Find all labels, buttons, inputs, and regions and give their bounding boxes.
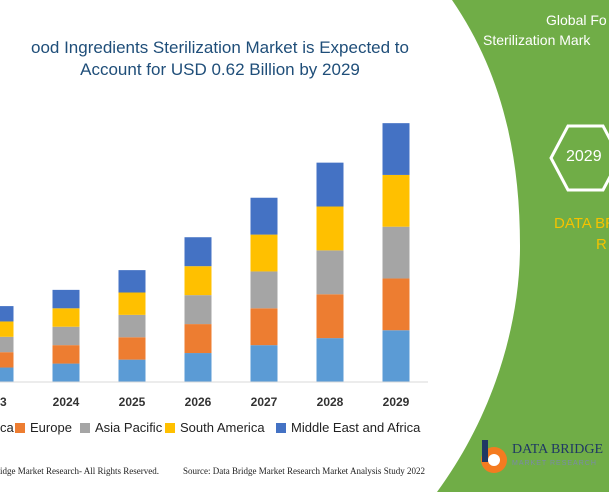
panel-heading-line-1: Global Fo	[546, 12, 607, 28]
bars-layer	[0, 123, 410, 382]
bar-2027-series-5	[250, 197, 278, 235]
panel-brand-line-2: R	[596, 236, 607, 253]
legend-item-3: Asia Pacific	[80, 420, 162, 435]
bar-2027-series-2	[250, 308, 278, 346]
bar-2028-series-1	[316, 338, 344, 382]
x-tick-label-2024: 2024	[53, 395, 80, 409]
legend-label-5: Middle East and Africa	[291, 420, 421, 435]
legend-item-5: Middle East and Africa	[276, 420, 420, 435]
legend-item-2: Europe	[15, 420, 72, 435]
panel-brand-line-1: DATA BR	[554, 215, 609, 232]
x-tick-label-2025: 2025	[119, 395, 146, 409]
bar-2025-series-5	[118, 270, 146, 293]
bar-23-series-2	[0, 352, 14, 368]
bar-2024-series-2	[52, 345, 80, 364]
bar-2024-series-3	[52, 326, 80, 346]
chart-title-line-1: ood Ingredients Sterilization Market is …	[31, 38, 409, 57]
panel-heading-line-2: Sterilization Mark	[483, 32, 591, 48]
bar-2024-series-4	[52, 308, 80, 327]
bar-2026-series-4	[184, 266, 212, 296]
bar-2028-series-5	[316, 162, 344, 207]
bar-2025-series-2	[118, 337, 146, 360]
bar-2029-series-2	[382, 278, 410, 331]
x-tick-label-2029: 2029	[383, 395, 410, 409]
legend-swatch-2	[15, 422, 25, 433]
legend-swatch-5	[276, 422, 286, 433]
bar-2026-series-5	[184, 237, 212, 267]
bar-2029-series-3	[382, 226, 410, 279]
bar-2028-series-3	[316, 250, 344, 295]
bar-2025-series-1	[118, 359, 146, 382]
bar-2026-series-1	[184, 353, 212, 382]
brand-name: DATA BRIDGE	[512, 442, 604, 457]
legend-item-1: ca	[0, 420, 14, 435]
brand-logo-icon	[481, 440, 507, 473]
legend-swatch-4	[165, 422, 175, 433]
footer-copyright: idge Market Research- All Rights Reserve…	[0, 466, 159, 476]
x-tick-label-2028: 2028	[317, 395, 344, 409]
legend-label-3: Asia Pacific	[95, 420, 163, 435]
chart-title-line-2: Account for USD 0.62 Billion by 2029	[80, 60, 360, 79]
x-tick-label-2026: 2026	[185, 395, 212, 409]
legend-label-4: South America	[180, 420, 265, 435]
bar-2026-series-2	[184, 324, 212, 354]
bar-23-series-3	[0, 336, 14, 353]
brand-tagline: MARKET RESEARCH	[512, 460, 597, 467]
bar-2027-series-4	[250, 234, 278, 272]
bar-2029-series-5	[382, 123, 410, 175]
bar-23-series-5	[0, 306, 14, 322]
bar-2025-series-3	[118, 314, 146, 338]
legend-label-1: ca	[0, 420, 14, 435]
bar-2028-series-4	[316, 206, 344, 251]
bar-2027-series-3	[250, 271, 278, 309]
legend-item-4: South America	[165, 420, 265, 435]
footer-source: Source: Data Bridge Market Research Mark…	[183, 466, 425, 476]
x-tick-label-23: 23	[0, 395, 7, 409]
legend-label-2: Europe	[30, 420, 72, 435]
year-badge-text: 2029	[566, 148, 602, 165]
bar-2029-series-1	[382, 330, 410, 382]
legend-swatch-3	[80, 422, 90, 433]
bar-23-series-1	[0, 367, 14, 382]
bar-2027-series-1	[250, 345, 278, 382]
x-tick-label-2027: 2027	[251, 395, 278, 409]
bar-2025-series-4	[118, 292, 146, 315]
bar-2029-series-4	[382, 174, 410, 227]
bar-2028-series-2	[316, 294, 344, 339]
bar-2026-series-3	[184, 295, 212, 325]
x-tick-labels: 23 2024 2025 2026 2027 2028 2029	[0, 395, 410, 409]
bar-2024-series-1	[52, 363, 80, 382]
bar-23-series-4	[0, 321, 14, 337]
bar-2024-series-5	[52, 289, 80, 309]
